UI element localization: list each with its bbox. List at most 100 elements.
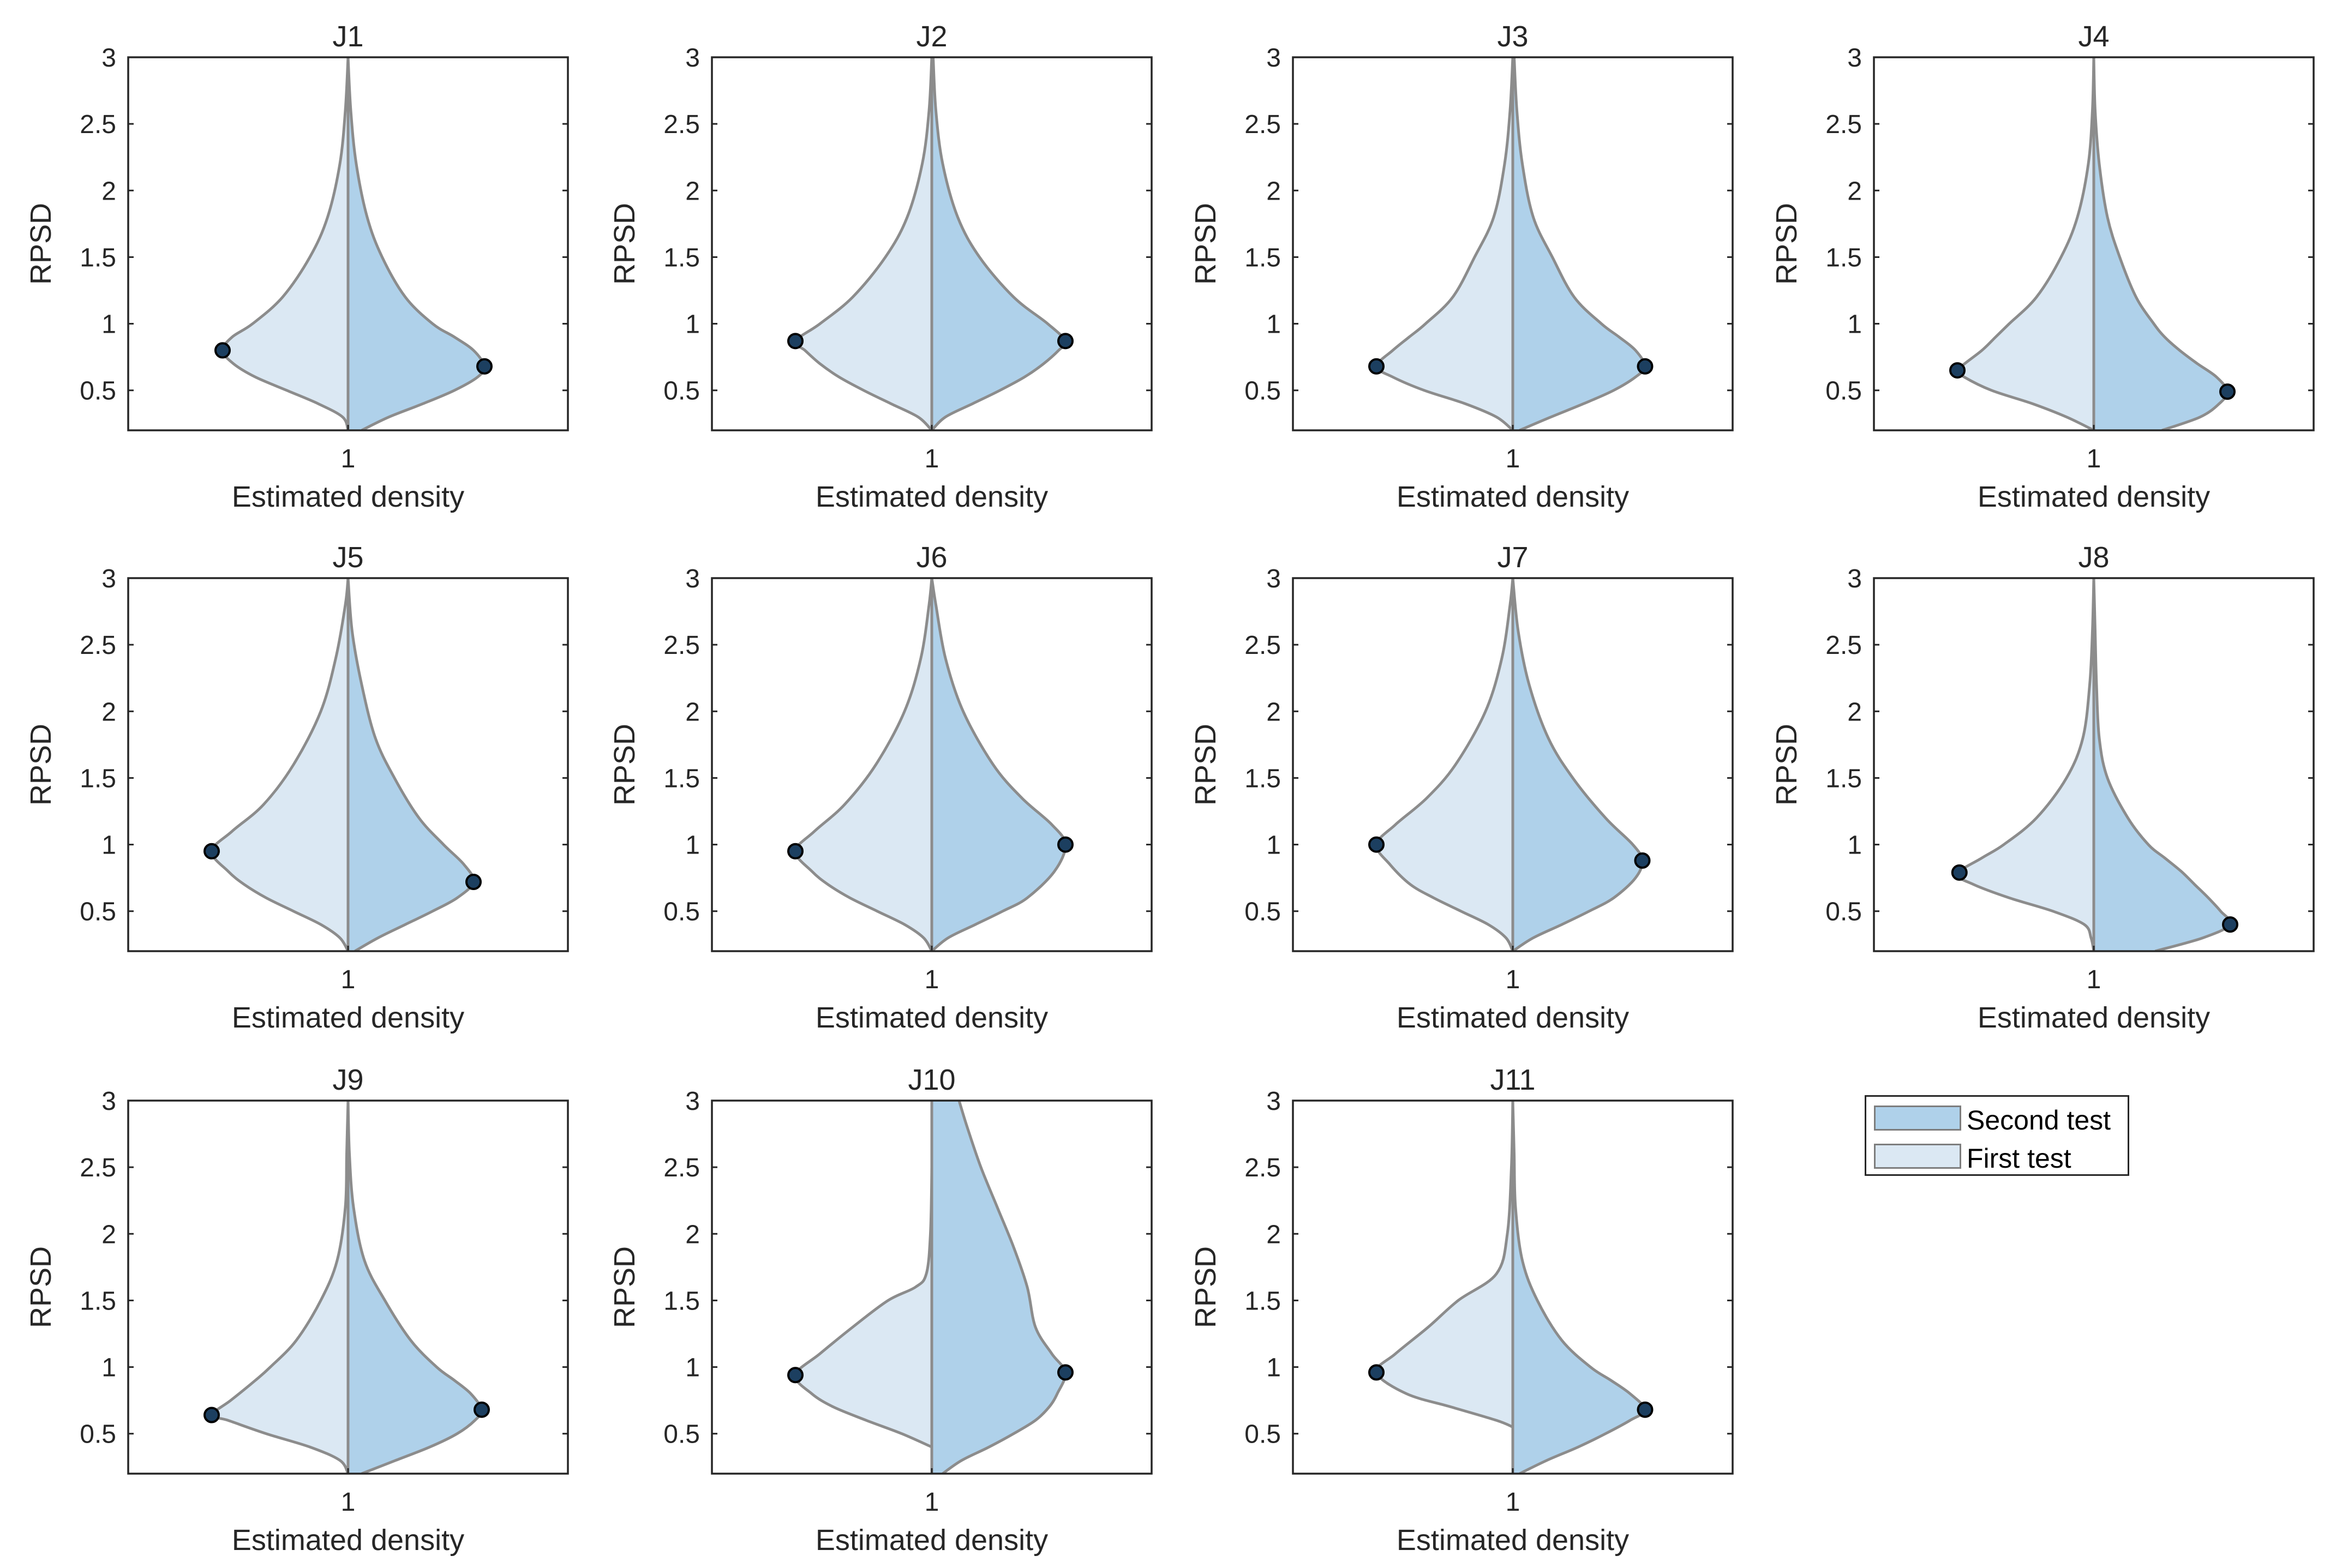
violin-first-outline bbox=[210, 1101, 350, 1474]
violin-second-outline bbox=[930, 578, 1067, 951]
chart-title: J3 bbox=[1497, 20, 1528, 53]
ytick-label: 2 bbox=[685, 177, 700, 206]
ytick-label: 3 bbox=[101, 44, 116, 73]
ytick-label: 2.5 bbox=[1244, 631, 1281, 660]
ytick-label: 0.5 bbox=[663, 1420, 700, 1449]
panel-j11: 0.5 1 1.5 2 2.5 3 1 Estimated density RPSD J11 bbox=[1189, 1064, 1734, 1557]
yaxis-label: RPSD bbox=[1189, 724, 1222, 806]
yaxis-label: RPSD bbox=[608, 724, 641, 806]
marker-first-j2 bbox=[787, 333, 804, 350]
ytick-label: 1 bbox=[1266, 310, 1281, 339]
ytick-label: 2 bbox=[101, 1220, 116, 1249]
chart-title: J8 bbox=[2078, 541, 2109, 574]
violin-second-outline bbox=[931, 57, 1068, 430]
violin-first-outline bbox=[1375, 57, 1514, 430]
marker-first-j3 bbox=[1368, 358, 1385, 375]
marker-second-j6 bbox=[1057, 836, 1074, 853]
legend-label-first-test: First test bbox=[1967, 1143, 2071, 1174]
violin-j11 bbox=[1375, 1101, 1647, 1474]
ytick-label: 1 bbox=[1266, 1354, 1281, 1383]
violin-first-outline bbox=[1375, 1101, 1514, 1428]
xtick-label: 1 bbox=[341, 444, 356, 473]
yaxis-label: RPSD bbox=[1770, 724, 1803, 806]
violin-first-outline bbox=[794, 578, 933, 951]
ytick-label: 2.5 bbox=[663, 1154, 700, 1182]
xaxis-label: Estimated density bbox=[816, 1524, 1048, 1557]
ytick-label: 2.5 bbox=[663, 631, 700, 660]
ytick-label: 1.5 bbox=[80, 764, 116, 793]
marker-second-j8 bbox=[2222, 916, 2238, 933]
xaxis-label: Estimated density bbox=[1397, 1524, 1629, 1557]
ytick-label: 2 bbox=[1266, 177, 1281, 206]
ytick-label: 2 bbox=[1847, 177, 1862, 206]
xaxis-label: Estimated density bbox=[1397, 1001, 1629, 1034]
xaxis-label: Estimated density bbox=[1978, 480, 2210, 513]
ytick-label: 1.5 bbox=[1825, 243, 1862, 272]
violin-first-outline bbox=[1956, 578, 2095, 951]
xaxis-label: Estimated density bbox=[816, 480, 1048, 513]
ytick-label: 2 bbox=[1266, 1220, 1281, 1249]
violin-second-outline bbox=[1511, 578, 1644, 951]
ytick-label: 2 bbox=[685, 1220, 700, 1249]
ytick-label: 3 bbox=[685, 44, 700, 73]
ytick-label: 2 bbox=[101, 698, 116, 726]
violin-first-half bbox=[1376, 578, 1513, 951]
violin-first-half bbox=[1956, 57, 2094, 430]
violin-second-outline bbox=[942, 1101, 1067, 1474]
violin-first-half bbox=[795, 57, 932, 430]
xtick-label: 1 bbox=[2087, 965, 2101, 994]
xaxis-label: Estimated density bbox=[816, 1001, 1048, 1034]
ytick-label: 1.5 bbox=[663, 243, 700, 272]
xaxis-label: Estimated density bbox=[1978, 1001, 2210, 1034]
marker-first-j5 bbox=[203, 843, 220, 860]
violin-second-half bbox=[2094, 57, 2228, 430]
violin-first-half bbox=[211, 578, 348, 951]
chart-title: J4 bbox=[2078, 20, 2109, 53]
ytick-label: 2 bbox=[1847, 698, 1862, 726]
violin-second-outline bbox=[346, 578, 475, 951]
ytick-label: 3 bbox=[1847, 564, 1862, 593]
marker-first-j10 bbox=[787, 1367, 804, 1384]
yaxis-label: RPSD bbox=[608, 203, 641, 285]
chart-title: J11 bbox=[1490, 1064, 1535, 1096]
violin-second-outline bbox=[346, 57, 486, 430]
violin-j1 bbox=[221, 57, 486, 430]
violin-first-outline bbox=[1955, 57, 2095, 430]
chart-title: J1 bbox=[332, 20, 363, 53]
ytick-label: 2.5 bbox=[663, 110, 700, 139]
ytick-label: 1.5 bbox=[1244, 243, 1281, 272]
xtick-label: 1 bbox=[1506, 1488, 1520, 1517]
panel-j4: 0.5 1 1.5 2 2.5 3 1 Estimated density RPSD J4 bbox=[1770, 20, 2315, 513]
ytick-label: 0.5 bbox=[80, 377, 116, 406]
ytick-label: 3 bbox=[1266, 44, 1281, 73]
yaxis-label: RPSD bbox=[608, 1246, 641, 1328]
chart-title: J7 bbox=[1497, 541, 1528, 574]
ytick-label: 1.5 bbox=[80, 243, 116, 272]
ytick-label: 1.5 bbox=[663, 1287, 700, 1315]
ytick-label: 2.5 bbox=[80, 110, 116, 139]
ytick-label: 2 bbox=[685, 698, 700, 726]
ytick-label: 2.5 bbox=[80, 1154, 116, 1182]
violin-j3 bbox=[1375, 57, 1647, 430]
ytick-label: 1 bbox=[101, 831, 116, 860]
marker-first-j8 bbox=[1951, 864, 1968, 881]
ytick-label: 1 bbox=[101, 1354, 116, 1383]
xaxis-label: Estimated density bbox=[232, 480, 464, 513]
violin-second-half bbox=[1513, 57, 1645, 430]
ytick-label: 1 bbox=[685, 1354, 700, 1383]
ytick-label: 0.5 bbox=[80, 898, 116, 927]
xtick-label: 1 bbox=[341, 1488, 356, 1517]
ytick-label: 2 bbox=[101, 177, 116, 206]
ytick-label: 3 bbox=[685, 1087, 700, 1116]
chart-title: J6 bbox=[916, 541, 947, 574]
violin-j2 bbox=[793, 57, 1068, 430]
violin-j5 bbox=[210, 578, 475, 951]
yaxis-label: RPSD bbox=[1189, 1246, 1222, 1328]
chart-title: J5 bbox=[332, 541, 363, 574]
violin-first-half bbox=[1376, 1101, 1513, 1427]
violin-second-half bbox=[348, 578, 474, 951]
marker-second-j7 bbox=[1634, 852, 1651, 869]
marker-second-j2 bbox=[1057, 333, 1074, 350]
ytick-label: 0.5 bbox=[1244, 898, 1281, 927]
